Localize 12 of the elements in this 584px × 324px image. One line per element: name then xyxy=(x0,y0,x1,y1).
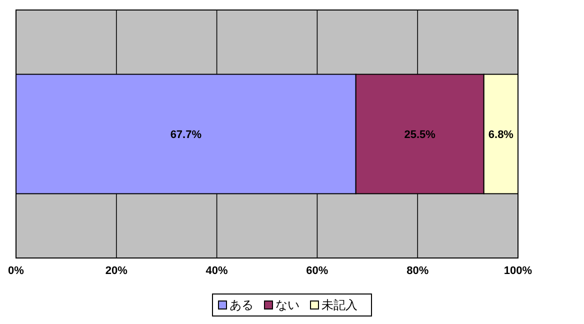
x-tick-label: 100% xyxy=(504,265,532,277)
x-tick-label: 80% xyxy=(406,265,429,277)
x-tick-label: 40% xyxy=(206,265,228,277)
data-label: 25.5% xyxy=(404,129,436,141)
data-label: 67.7% xyxy=(170,129,202,141)
x-tick-label: 60% xyxy=(306,265,328,277)
legend-label: ない xyxy=(276,298,300,312)
x-tick-label: 20% xyxy=(105,265,128,277)
data-label: 6.8% xyxy=(488,129,514,141)
x-tick-label: 0% xyxy=(8,265,24,277)
legend-label: ある xyxy=(230,298,254,312)
legend-label: 未記入 xyxy=(322,298,358,312)
